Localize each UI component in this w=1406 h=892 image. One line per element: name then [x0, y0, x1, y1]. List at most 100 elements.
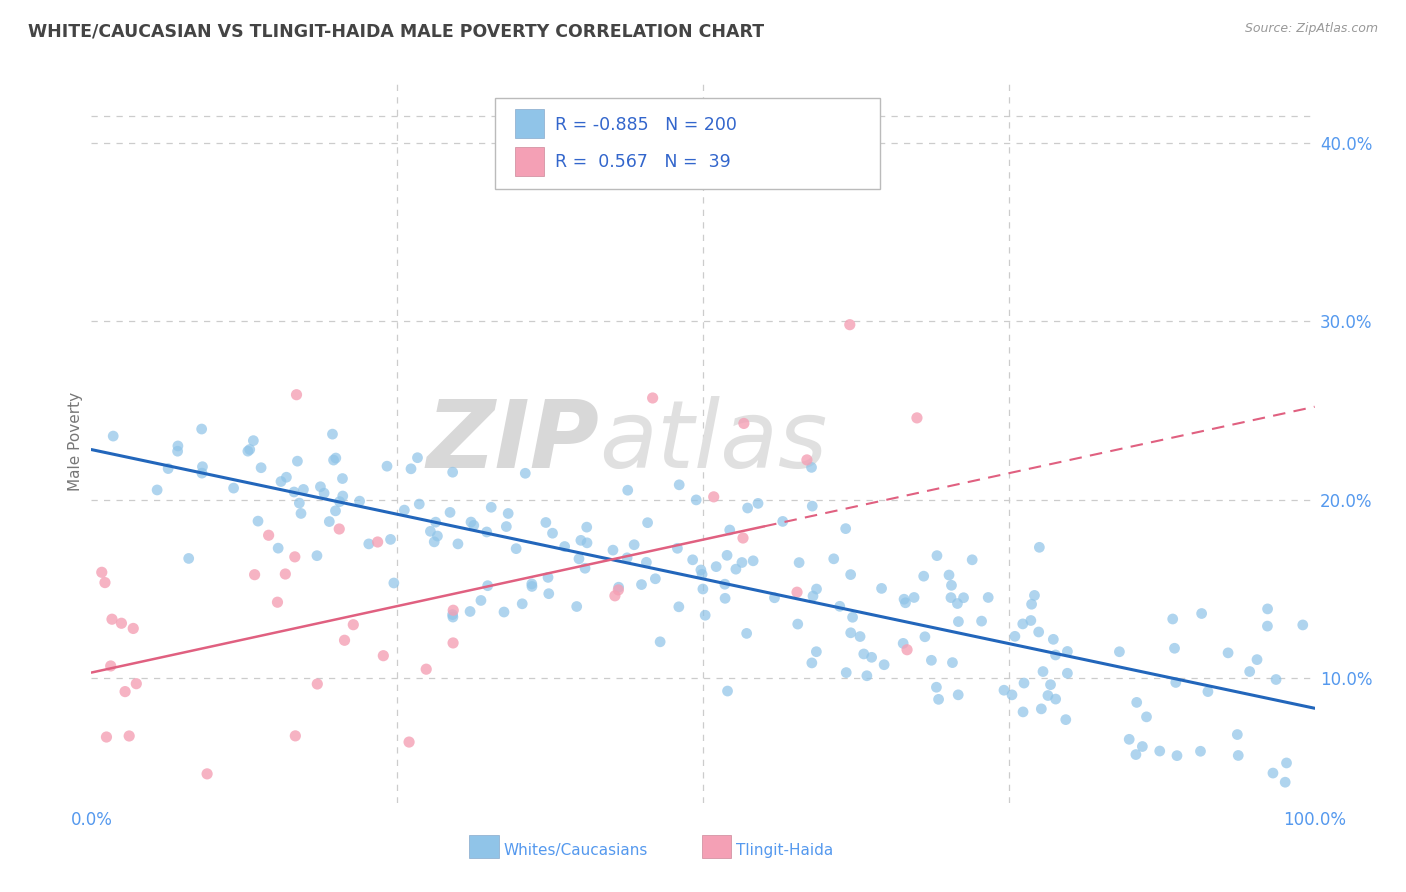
- Point: [242, 434, 264, 448]
- Point: [939, 591, 962, 605]
- Point: [284, 729, 307, 743]
- Point: [1163, 641, 1185, 656]
- Point: [928, 692, 950, 706]
- Point: [333, 633, 356, 648]
- Point: [1004, 629, 1026, 643]
- Point: [477, 579, 499, 593]
- Point: [703, 490, 725, 504]
- Point: [806, 582, 828, 596]
- Point: [616, 550, 638, 565]
- Point: [948, 688, 970, 702]
- Point: [1135, 710, 1157, 724]
- Point: [685, 492, 707, 507]
- Point: [828, 599, 851, 614]
- Point: [470, 593, 492, 607]
- Point: [118, 729, 141, 743]
- Text: Whites/Caucasians: Whites/Caucasians: [503, 843, 648, 857]
- Point: [668, 599, 690, 614]
- Point: [394, 503, 416, 517]
- Point: [849, 630, 872, 644]
- Point: [292, 483, 315, 497]
- Point: [952, 591, 974, 605]
- Point: [1039, 678, 1062, 692]
- Point: [191, 466, 214, 480]
- Point: [515, 467, 537, 481]
- FancyBboxPatch shape: [470, 835, 499, 858]
- Point: [905, 410, 928, 425]
- Point: [1019, 614, 1042, 628]
- Point: [801, 499, 824, 513]
- Point: [423, 534, 446, 549]
- Point: [731, 531, 754, 545]
- Point: [257, 528, 280, 542]
- Point: [1227, 748, 1250, 763]
- Point: [716, 684, 738, 698]
- Point: [689, 563, 711, 577]
- Point: [800, 460, 823, 475]
- Point: [1292, 618, 1315, 632]
- Point: [554, 540, 576, 554]
- Point: [177, 551, 200, 566]
- Point: [332, 489, 354, 503]
- Point: [382, 576, 405, 591]
- Point: [1045, 692, 1067, 706]
- Point: [1189, 744, 1212, 758]
- Point: [305, 549, 328, 563]
- Point: [1239, 665, 1261, 679]
- Point: [94, 575, 117, 590]
- Point: [375, 459, 398, 474]
- Point: [505, 541, 527, 556]
- Point: [636, 555, 658, 569]
- Point: [800, 656, 823, 670]
- Point: [398, 735, 420, 749]
- Point: [243, 567, 266, 582]
- Text: ZIP: ZIP: [426, 395, 599, 488]
- Point: [834, 522, 856, 536]
- Point: [763, 591, 786, 605]
- Point: [993, 683, 1015, 698]
- Point: [314, 486, 336, 500]
- Point: [914, 630, 936, 644]
- Point: [941, 578, 963, 592]
- FancyBboxPatch shape: [515, 109, 544, 137]
- Point: [641, 391, 664, 405]
- Point: [537, 570, 560, 584]
- Point: [190, 422, 212, 436]
- Point: [839, 567, 862, 582]
- Point: [441, 610, 464, 624]
- FancyBboxPatch shape: [495, 98, 880, 189]
- Point: [373, 648, 395, 663]
- Point: [682, 553, 704, 567]
- Point: [569, 533, 592, 548]
- Point: [222, 481, 245, 495]
- Point: [425, 515, 447, 529]
- Point: [616, 483, 638, 498]
- Point: [650, 635, 672, 649]
- Point: [1197, 684, 1219, 698]
- Point: [1191, 607, 1213, 621]
- Point: [479, 500, 502, 515]
- Point: [103, 429, 125, 443]
- Text: R =  0.567   N =  39: R = 0.567 N = 39: [555, 153, 731, 170]
- Point: [496, 507, 519, 521]
- Point: [576, 536, 599, 550]
- Point: [510, 597, 533, 611]
- Point: [1024, 588, 1046, 602]
- Point: [841, 610, 863, 624]
- Point: [852, 647, 875, 661]
- Point: [146, 483, 169, 497]
- Point: [714, 577, 737, 591]
- Point: [239, 442, 262, 457]
- Point: [644, 572, 666, 586]
- Point: [1056, 644, 1078, 658]
- Point: [441, 607, 464, 622]
- Point: [342, 617, 364, 632]
- Point: [90, 566, 112, 580]
- Point: [367, 535, 389, 549]
- FancyBboxPatch shape: [702, 835, 731, 858]
- Point: [267, 541, 290, 556]
- Point: [716, 549, 738, 563]
- Point: [948, 615, 970, 629]
- Point: [925, 549, 948, 563]
- Point: [1256, 619, 1278, 633]
